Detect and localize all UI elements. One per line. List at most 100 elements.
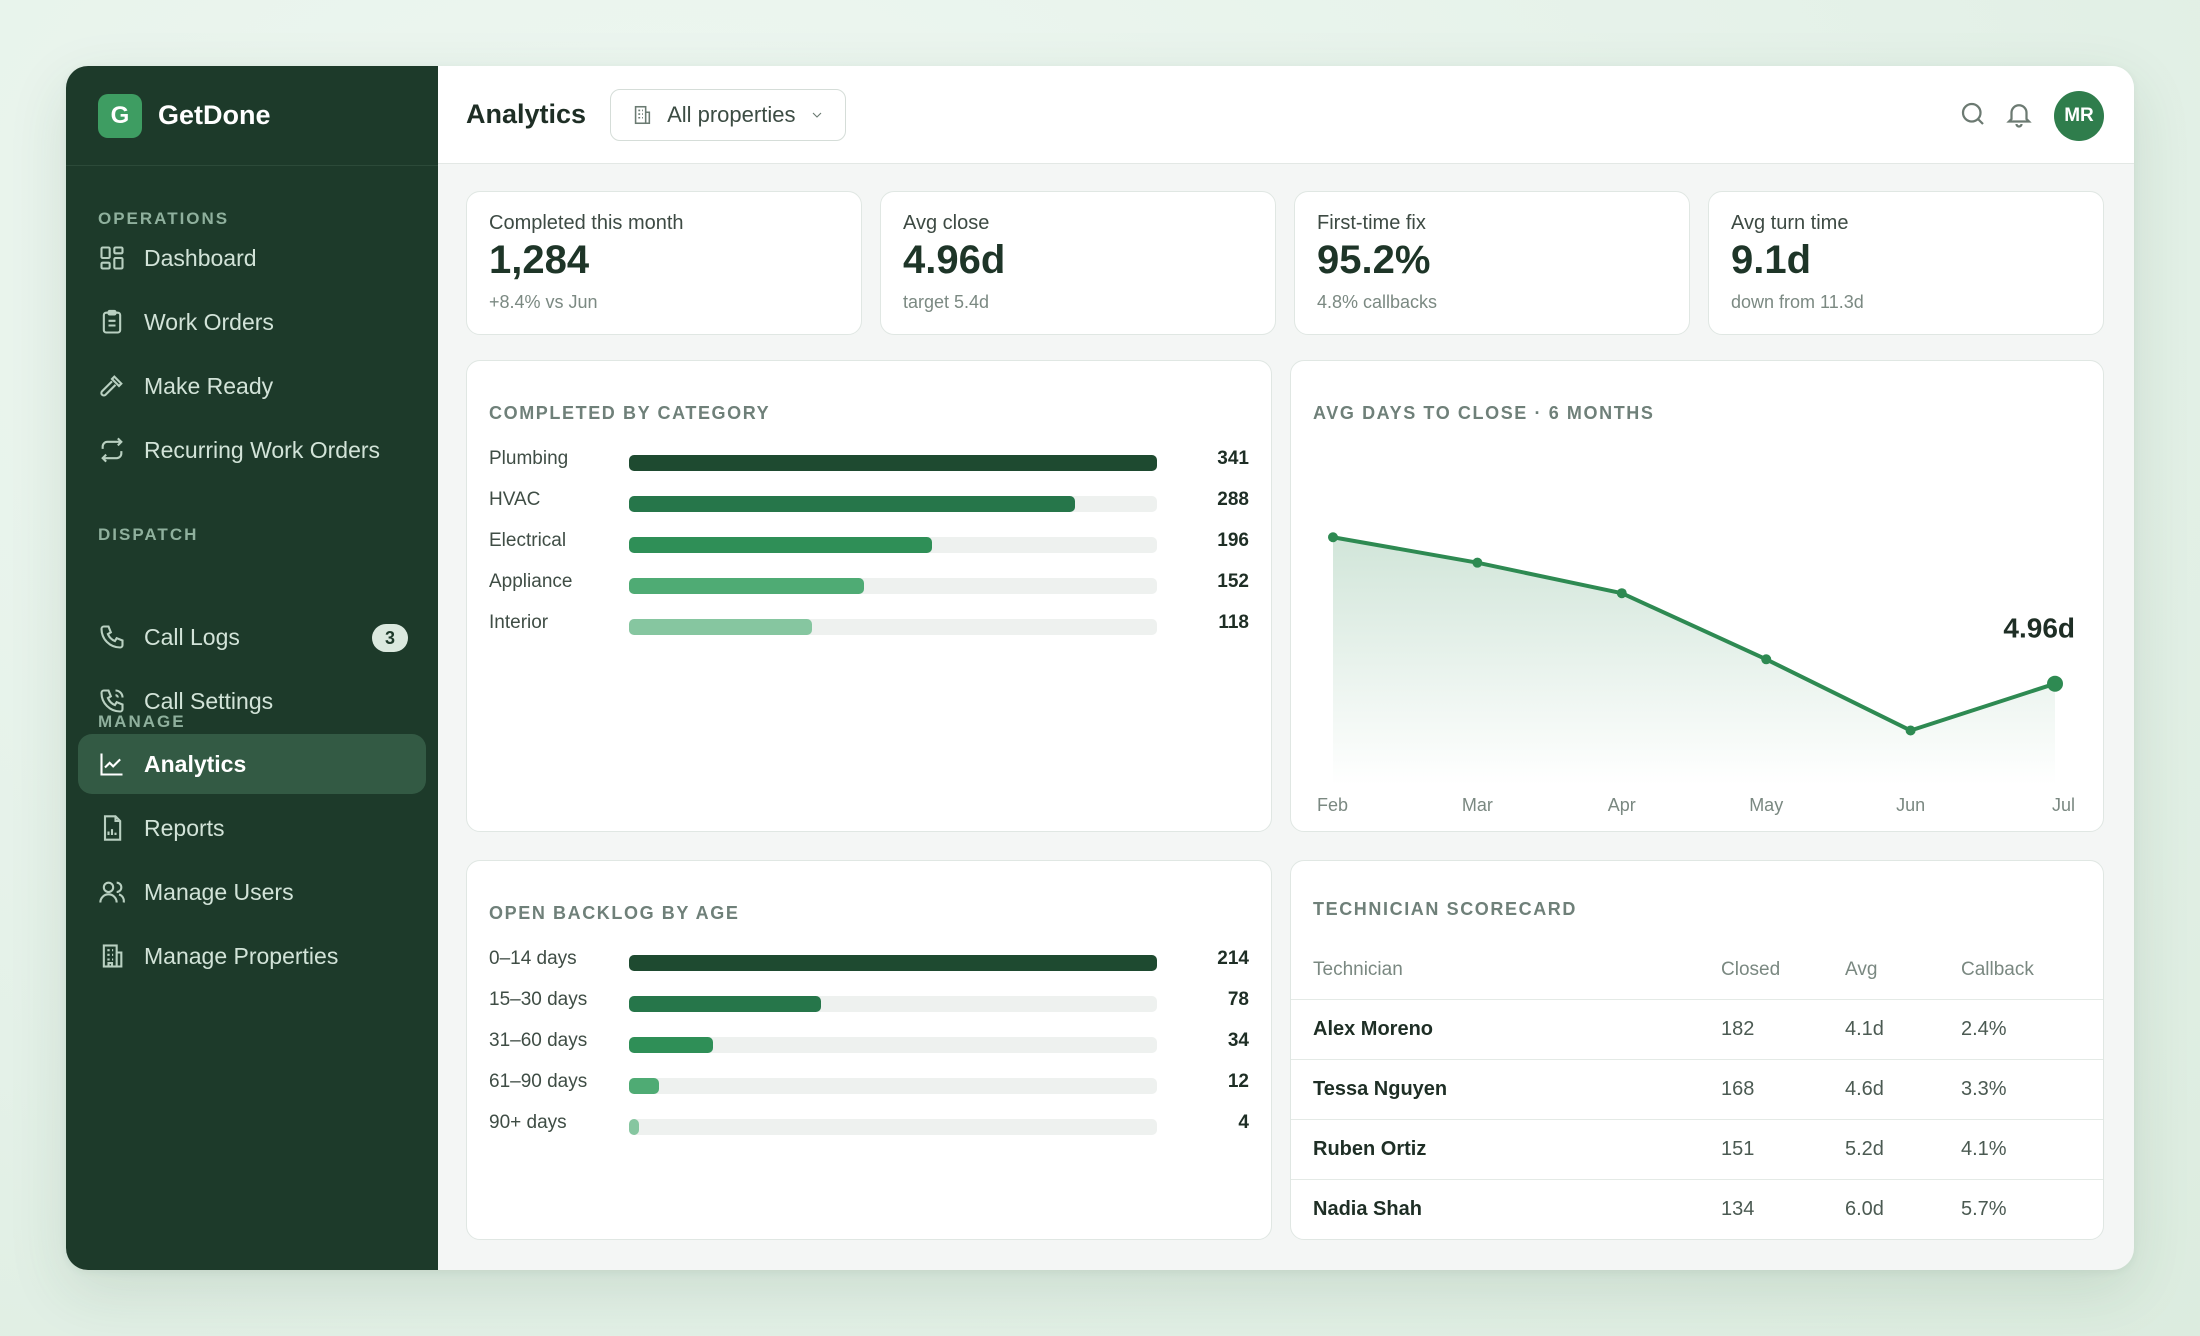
technician-name: Ruben Ortiz	[1291, 1118, 1721, 1179]
bar	[629, 619, 812, 635]
data-point[interactable]	[1328, 532, 1338, 543]
kpi-sub: 4.8% callbacks	[1317, 292, 1438, 312]
bar	[629, 496, 1075, 512]
report-icon	[103, 815, 122, 841]
sidebar-item-work-orders[interactable]: Work Orders	[78, 292, 426, 352]
sidebar-item-label: Work Orders	[144, 308, 274, 335]
closed-cell: 151	[1721, 1118, 1845, 1179]
x-tick-label: Mar	[1462, 795, 1493, 815]
kpi-card-avg-close: Avg close 4.96d target 5.4d	[880, 191, 1276, 335]
bar-row: 31–60 days 34	[489, 1027, 1249, 1057]
sidebar-item-label: Reports	[144, 814, 225, 841]
avg-cell: 4.6d	[1845, 1058, 1961, 1119]
section-label-manage: MANAGE	[98, 712, 186, 731]
avg-cell: 4.1d	[1845, 998, 1961, 1059]
sidebar-item-reports[interactable]: Reports	[78, 798, 426, 858]
search-button[interactable]	[1958, 99, 1988, 134]
bar	[629, 1037, 713, 1053]
kpi-card-avg-turn-time: Avg turn time 9.1d down from 11.3d	[1708, 191, 2104, 335]
avg-days-line-chart: Feb Mar Apr May Jun Jul 4.96d	[1317, 532, 2075, 815]
bar-track	[629, 537, 1157, 553]
bar-value-label: 288	[1217, 489, 1249, 510]
data-point[interactable]	[1905, 725, 1916, 736]
sidebar: G GetDone OPERATIONS Dashboard Work Orde…	[66, 66, 438, 1270]
bar-category-label: 15–30 days	[489, 989, 588, 1010]
data-point[interactable]	[1616, 588, 1627, 599]
sidebar-item-label: Dashboard	[144, 244, 257, 271]
data-point[interactable]	[1472, 557, 1483, 568]
kpi-value: 95.2%	[1317, 238, 1431, 282]
bar-row: Plumbing 341	[489, 445, 1249, 475]
avg-cell: 5.2d	[1845, 1118, 1961, 1179]
call-logs-count-badge: 3	[372, 624, 408, 652]
column-header[interactable]: Closed	[1721, 958, 1781, 980]
sidebar-item-dashboard[interactable]: Dashboard	[78, 228, 426, 288]
avatar[interactable]: MR	[2054, 91, 2104, 141]
bar	[629, 537, 933, 553]
sidebar-item-make-ready[interactable]: Make Ready	[78, 356, 426, 416]
bar	[629, 1119, 639, 1135]
sidebar-item-label: Analytics	[144, 750, 247, 777]
bar-value-label: 12	[1227, 1071, 1249, 1092]
users-icon	[99, 881, 125, 903]
repeat-icon	[101, 437, 123, 463]
hammer-icon	[100, 375, 123, 397]
data-point[interactable]	[1761, 654, 1772, 665]
bar	[629, 996, 822, 1012]
avg-days-to-close-card: AVG DAYS TO CLOSE · 6 MONTHS Feb Mar Apr Ma…	[1290, 360, 2104, 832]
x-tick-label: Jun	[1896, 795, 1925, 815]
data-point[interactable]	[2047, 675, 2063, 692]
property-select[interactable]: All properties	[610, 88, 847, 141]
sidebar-item-manage-properties[interactable]: Manage Properties	[78, 926, 426, 986]
table-row[interactable]: Alex Moreno 182 4.1d 2.4%	[1291, 998, 2103, 1059]
bar	[629, 1078, 659, 1094]
app-window: G GetDone OPERATIONS Dashboard Work Orde…	[66, 66, 2134, 1270]
bar-row: Appliance 152	[489, 568, 1249, 598]
callback-cell: 5.7%	[1961, 1178, 2103, 1239]
x-tick-label: May	[1749, 795, 1783, 815]
chart-title: COMPLETED BY CATEGORY	[489, 403, 771, 423]
clipboard-icon	[102, 309, 122, 334]
sidebar-item-label: Recurring Work Orders	[144, 436, 381, 463]
table-row[interactable]: Ruben Ortiz 151 5.2d 4.1%	[1291, 1118, 2103, 1179]
chart-title: AVG DAYS TO CLOSE · 6 MONTHS	[1313, 403, 1655, 423]
chevron-down-icon	[813, 112, 822, 118]
kpi-card-first-time-fix: First-time fix 95.2% 4.8% callbacks	[1294, 191, 1690, 335]
closed-cell: 182	[1721, 998, 1845, 1059]
bar-value-label: 118	[1218, 612, 1249, 633]
notifications-button[interactable]	[2004, 99, 2034, 134]
bar-track	[629, 1119, 1157, 1135]
sidebar-item-recurring-work-orders[interactable]: Recurring Work Orders	[78, 420, 426, 480]
bar-category-label: Appliance	[489, 571, 573, 592]
end-value-label: 4.96d	[2003, 613, 2075, 644]
column-header[interactable]: Technician	[1313, 958, 1403, 980]
completed-by-category-card: COMPLETED BY CATEGORY Plumbing 341 HVAC 288…	[466, 360, 1272, 832]
table-header-row: Technician Closed Avg Callback	[1291, 941, 2103, 999]
scorecard-title: TECHNICIAN SCORECARD	[1313, 899, 1578, 919]
bar-row: HVAC 288	[489, 486, 1249, 516]
top-bar: Analytics All properties MR	[438, 66, 2134, 164]
brand[interactable]: G GetDone	[66, 66, 438, 166]
bar-track	[629, 496, 1157, 512]
sidebar-item-call-settings[interactable]: Call Settings	[78, 671, 426, 731]
column-header[interactable]: Avg	[1845, 958, 1878, 980]
table-row[interactable]: Tessa Nguyen 168 4.6d 3.3%	[1291, 1058, 2103, 1119]
area-fill	[1333, 537, 2055, 785]
sidebar-item-manage-users[interactable]: Manage Users	[78, 862, 426, 922]
column-header[interactable]: Callback	[1961, 958, 2034, 980]
search-icon	[1961, 102, 1984, 125]
table-row[interactable]: Nadia Shah 134 6.0d 5.7%	[1291, 1178, 2103, 1239]
bar-row: 0–14 days 214	[489, 945, 1249, 975]
technician-name: Alex Moreno	[1291, 998, 1721, 1059]
sidebar-item-analytics[interactable]: Analytics	[78, 734, 426, 794]
bar-track	[629, 619, 1157, 635]
closed-cell: 168	[1721, 1058, 1845, 1119]
kpi-sub: +8.4% vs Jun	[489, 292, 598, 312]
bar-row: Interior 118	[489, 609, 1249, 639]
x-tick-label: Feb	[1317, 795, 1348, 815]
closed-cell: 134	[1721, 1178, 1845, 1239]
sidebar-item-call-logs[interactable]: Call Logs 3	[78, 607, 426, 667]
bar-value-label: 196	[1217, 530, 1249, 551]
x-tick-label: Apr	[1608, 795, 1636, 815]
bar-category-label: 61–90 days	[489, 1071, 588, 1092]
